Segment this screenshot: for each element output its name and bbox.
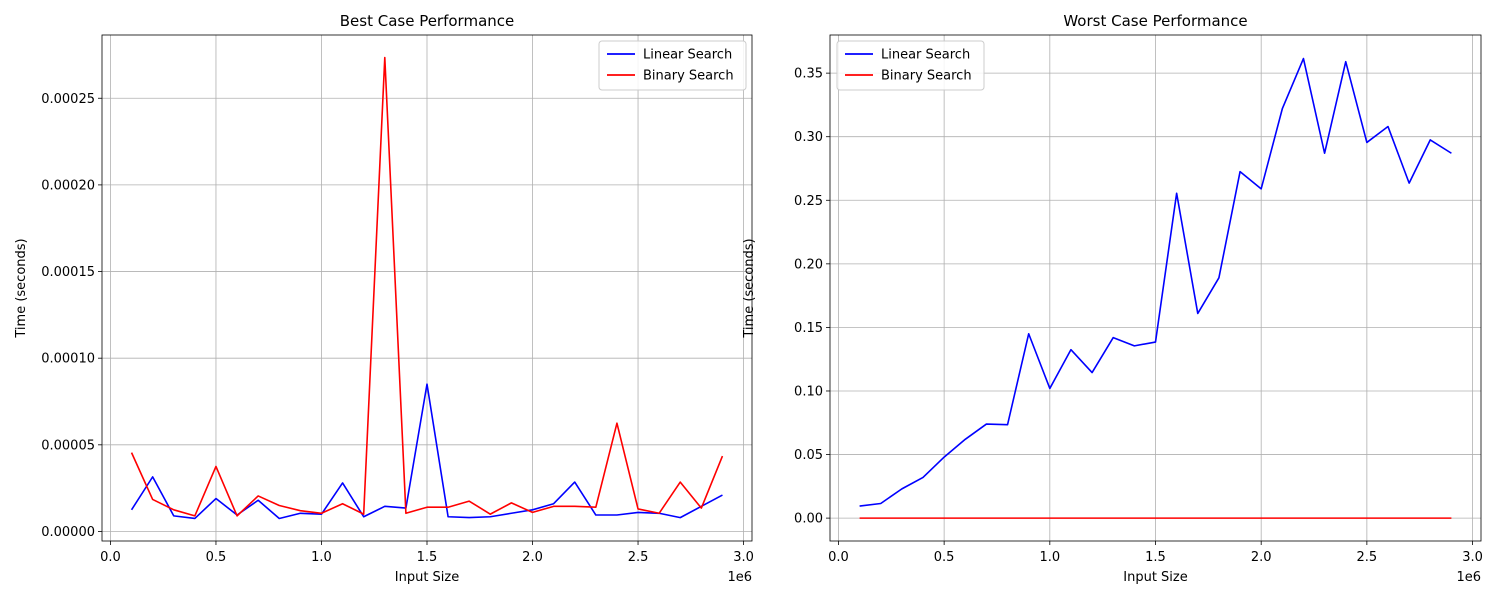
worst-case-y-tick-label: 0.25: [794, 194, 823, 209]
worst-case-x-tick-label: 1.5: [1145, 550, 1166, 565]
worst-case-legend-linear-search-label: Linear Search: [881, 48, 970, 63]
best-case-x-tick-label: 2.5: [628, 550, 649, 565]
worst-case-y-tick-label: 0.30: [794, 130, 823, 145]
best-case-x-tick-label: 0.5: [206, 550, 227, 565]
worst-case-title: Worst Case Performance: [1063, 12, 1247, 30]
best-case-y-tick-label: 0.00025: [41, 92, 95, 107]
best-case-legend-linear-search-label: Linear Search: [643, 48, 732, 63]
worst-case-legend-box: [836, 40, 985, 91]
best-case-chart: 0.0 0.5 1.0 1.5 2.0 2.5 3.0 0.000000.000050.00…: [14, 12, 754, 585]
best-case-legend-box: [598, 40, 747, 91]
worst-case-x-offset-label: 1e6: [1456, 570, 1481, 585]
worst-case-legend-binary-search-label: Binary Search: [881, 69, 972, 84]
best-case-x-offset-label: 1e6: [727, 570, 752, 585]
worst-case-y-tick-label: 0.15: [794, 321, 823, 336]
worst-case-y-tick-label: 0.10: [794, 384, 823, 399]
worst-case-linear-search-line: [859, 57, 1452, 507]
best-case-x-tick-label: 1.0: [311, 550, 332, 565]
worst-case-chart: 0.0 0.5 1.0 1.5 2.0 2.5 3.0 0.000.050.100.150.…: [742, 12, 1483, 585]
worst-case-x-tick-label: 0.5: [934, 550, 955, 565]
worst-case-x-ticks: 0.0 0.5 1.0 1.5 2.0 2.5 3.0: [828, 541, 1483, 565]
best-case-y-tick-label: 0.00000: [41, 525, 95, 540]
worst-case-x-tick-label: 0.0: [828, 550, 849, 565]
worst-case-y-tick-label: 0.20: [794, 257, 823, 272]
best-case-linear-search-line: [130, 383, 723, 520]
worst-case-y-tick-label: 0.00: [794, 512, 823, 527]
worst-case-legend: Linear Search Binary Search: [836, 40, 985, 91]
best-case-legend: Linear Search Binary Search: [598, 40, 747, 91]
best-case-grid: [102, 35, 752, 541]
best-case-x-tick-label: 3.0: [733, 550, 754, 565]
best-case-x-tick-label: 0.0: [100, 550, 121, 565]
worst-case-y-tick-label: 0.35: [794, 67, 823, 82]
best-case-y-axis-label: Time (seconds): [14, 238, 29, 338]
worst-case-series: [859, 57, 1452, 519]
best-case-x-ticks: 0.0 0.5 1.0 1.5 2.0 2.5 3.0: [100, 541, 754, 565]
best-case-x-tick-label: 2.0: [522, 550, 543, 565]
worst-case-y-tick-label: 0.05: [794, 448, 823, 463]
best-case-y-ticks: 0.00000 0.00005 0.00010 0.00015 0.00020 0.000…: [41, 92, 102, 540]
best-case-x-tick-label: 1.5: [417, 550, 438, 565]
best-case-y-tick-label: 0.00015: [41, 265, 95, 280]
worst-case-x-tick-label: 2.5: [1357, 550, 1378, 565]
best-case-series: [130, 56, 724, 520]
best-case-title: Best Case Performance: [340, 12, 515, 30]
worst-case-x-tick-label: 1.0: [1039, 550, 1060, 565]
best-case-x-axis-label: Input Size: [395, 570, 459, 585]
worst-case-x-tick-label: 3.0: [1462, 550, 1483, 565]
worst-case-x-tick-label: 2.0: [1251, 550, 1272, 565]
best-case-legend-binary-search-label: Binary Search: [643, 69, 734, 84]
best-case-y-tick-label: 0.00020: [41, 178, 95, 193]
best-case-y-tick-label: 0.00010: [41, 352, 95, 367]
best-case-y-tick-label: 0.00005: [41, 438, 95, 453]
worst-case-y-axis-label: Time (seconds): [742, 238, 757, 338]
worst-case-x-axis-label: Input Size: [1123, 570, 1187, 585]
worst-case-y-ticks: 0.00 0.05 0.10 0.15 0.20 0.25 0.30 0.35: [794, 67, 830, 527]
best-case-binary-search-line: [130, 56, 724, 517]
